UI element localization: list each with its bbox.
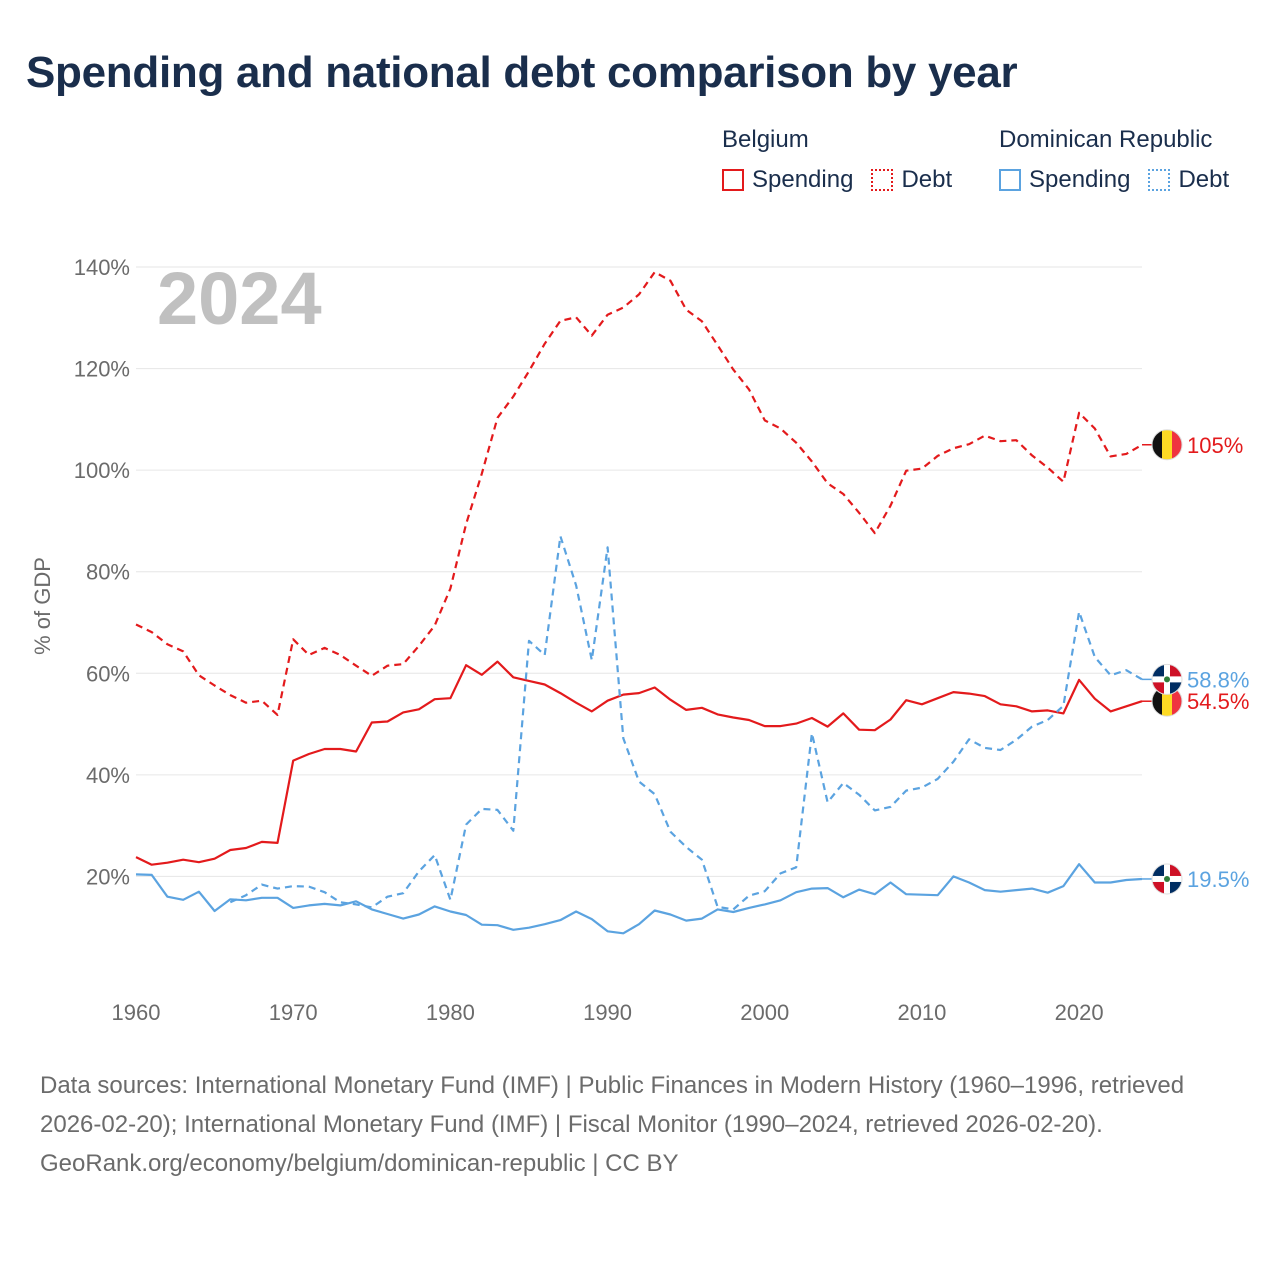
y-tick-label: 120% <box>74 357 130 382</box>
legend-swatch-dashed <box>1148 169 1171 191</box>
dominican-flag-icon <box>1151 863 1183 895</box>
legend-swatch-solid <box>722 169 744 191</box>
legend-belgium-spending[interactable]: Spending <box>722 166 853 194</box>
attribution-link[interactable]: GeoRank.org/economy/belgium/dominican-re… <box>40 1150 679 1177</box>
legend-dominican-spending[interactable]: Spending <box>999 166 1130 194</box>
page-title: Spending and national debt comparison by… <box>26 48 1018 97</box>
y-tick-label: 40% <box>86 763 130 788</box>
dominican-flag-icon <box>1151 663 1183 695</box>
gridlines <box>136 266 1142 877</box>
legend-belgium-label: Belgium <box>722 126 809 153</box>
x-tick-label: 1960 <box>112 1000 161 1025</box>
dominican-republic-debt-line <box>229 535 1143 911</box>
legend-dominican-debt[interactable]: Debt <box>1148 166 1229 194</box>
x-tick-label: 2010 <box>897 1000 946 1025</box>
belgium-debt-end-label: 105% <box>1187 433 1243 458</box>
legend-belgium: Belgium Spending Debt <box>722 124 970 194</box>
legend-dominican: Dominican Republic Spending Debt <box>999 124 1247 194</box>
legend-belgium-debt[interactable]: Debt <box>871 166 952 194</box>
belgium-spending-end-label: 54.5% <box>1187 689 1249 714</box>
x-axis: 1960 1970 1980 1990 2000 2010 2020 <box>112 1000 1104 1025</box>
legend-dominican-spending-label: Spending <box>1029 166 1131 193</box>
y-axis: 20% 40% 60% 80% 100% 120% 140% <box>74 255 130 889</box>
legend-swatch-dashed <box>871 169 894 191</box>
dominican-republic-spending-line <box>135 863 1143 935</box>
legend-swatch-solid <box>999 169 1021 191</box>
x-tick-label: 1980 <box>426 1000 475 1025</box>
y-tick-label: 60% <box>86 661 130 686</box>
legend-dominican-label: Dominican Republic <box>999 126 1213 153</box>
x-tick-label: 2020 <box>1055 1000 1104 1025</box>
y-tick-label: 80% <box>86 560 130 585</box>
y-tick-label: 140% <box>74 255 130 280</box>
belgium-debt-line <box>135 271 1143 716</box>
legend-dominican-debt-label: Debt <box>1178 166 1230 193</box>
legend-belgium-debt-label: Debt <box>901 166 953 193</box>
end-labels: 54.5% 105% 19.5% 58.8% <box>1142 429 1249 895</box>
dominican-republic-spending-end-label: 19.5% <box>1187 867 1249 892</box>
footer: Data sources: International Monetary Fun… <box>40 1066 1240 1183</box>
belgium-flag-icon <box>1151 429 1183 461</box>
x-tick-label: 2000 <box>740 1000 789 1025</box>
x-tick-label: 1970 <box>269 1000 318 1025</box>
x-tick-label: 1990 <box>583 1000 632 1025</box>
year-watermark: 2024 <box>157 257 322 340</box>
dominican-republic-debt-end-label: 58.8% <box>1187 667 1249 692</box>
y-axis-label: % of GDP <box>30 557 55 655</box>
series-layer <box>135 271 1143 935</box>
data-sources: Data sources: International Monetary Fun… <box>40 1072 1185 1138</box>
y-tick-label: 20% <box>86 864 130 889</box>
y-tick-label: 100% <box>74 458 130 483</box>
legend-belgium-spending-label: Spending <box>752 166 854 193</box>
belgium-spending-line <box>135 660 1143 866</box>
